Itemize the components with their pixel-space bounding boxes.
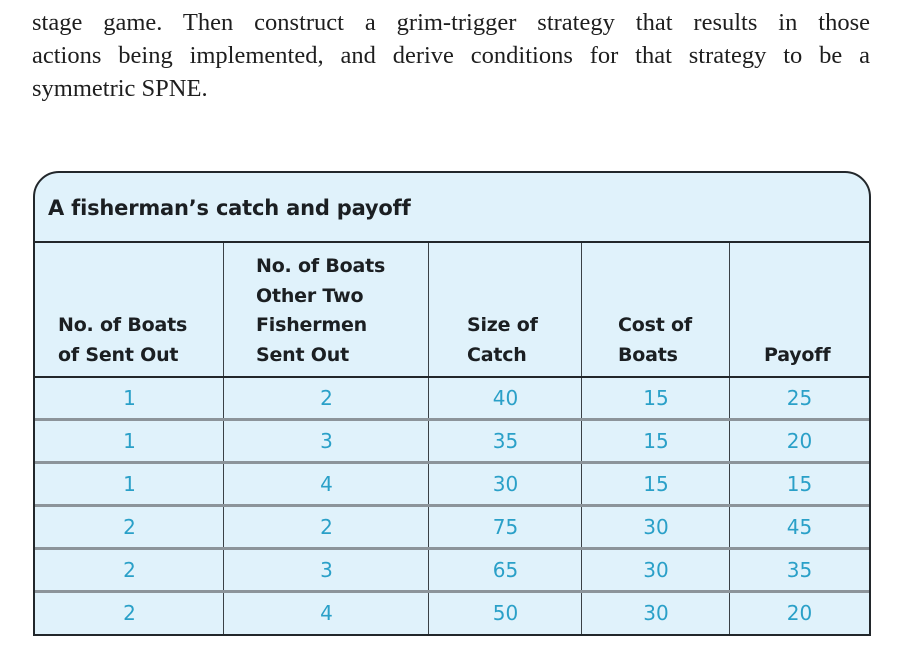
table-row: 2 3 65 30 35: [35, 547, 869, 590]
header-payoff: Payoff: [764, 343, 831, 366]
table-title: A fisherman’s catch and payoff: [35, 173, 869, 243]
cell-catch: 65: [492, 558, 519, 582]
cell-payoff: 25: [786, 386, 813, 410]
cell-cost: 30: [643, 558, 669, 582]
cell-boats-sent: 2: [123, 515, 136, 539]
cell-cost: 30: [643, 515, 669, 539]
cell-payoff: 15: [786, 472, 813, 496]
table-header-row: No. of Boats of Sent Out No. of Boats Ot…: [35, 243, 869, 378]
cell-cost: 15: [643, 386, 669, 410]
column-divider: [223, 243, 224, 634]
paragraph-line: actions being implemented, and derive co…: [32, 42, 870, 69]
table-row: 1 3 35 15 20: [35, 418, 869, 461]
paragraph-line: symmetric SPNE.: [32, 75, 208, 102]
cell-payoff: 45: [786, 515, 813, 539]
table-row: 2 4 50 30 20: [35, 590, 869, 633]
cell-cost: 15: [643, 429, 669, 453]
paragraph-line: stage game. Then construct a grim-trigge…: [32, 9, 870, 36]
body-paragraph: stage game. Then construct a grim-trigge…: [32, 6, 870, 105]
cell-payoff: 35: [786, 558, 813, 582]
cell-boats-sent: 2: [123, 558, 136, 582]
cell-catch: 50: [492, 601, 519, 625]
cell-boats-sent: 1: [123, 472, 136, 496]
column-divider: [428, 243, 429, 634]
cell-cost: 15: [643, 472, 669, 496]
table-row: 2 2 75 30 45: [35, 504, 869, 547]
table-row: 1 4 30 15 15: [35, 461, 869, 504]
column-divider: [581, 243, 582, 634]
column-divider: [729, 243, 730, 634]
cell-catch: 40: [492, 386, 519, 410]
cell-catch: 75: [492, 515, 519, 539]
cell-others-sent: 3: [320, 429, 333, 453]
cell-payoff: 20: [786, 601, 813, 625]
cell-boats-sent: 1: [123, 386, 136, 410]
header-size-of-catch: Size of Catch: [467, 314, 538, 366]
cell-cost: 30: [643, 601, 669, 625]
cell-payoff: 20: [786, 429, 813, 453]
header-boats-sent-out: No. of Boats of Sent Out: [58, 314, 188, 366]
cell-others-sent: 4: [320, 472, 333, 496]
fisherman-payoff-table: A fisherman’s catch and payoff No. of Bo…: [33, 171, 871, 636]
header-cost-of-boats: Cost of Boats: [618, 314, 692, 366]
table-body: 1 2 40 15 25 1 3 35 15 20 1 4 30 15 15 2…: [35, 378, 869, 634]
cell-catch: 30: [492, 472, 519, 496]
cell-boats-sent: 1: [123, 429, 136, 453]
cell-others-sent: 3: [320, 558, 333, 582]
cell-others-sent: 2: [320, 515, 333, 539]
cell-others-sent: 2: [320, 386, 333, 410]
cell-catch: 35: [492, 429, 519, 453]
cell-others-sent: 4: [320, 601, 333, 625]
header-boats-others-sent-out: No. of Boats Other Two Fishermen Sent Ou…: [256, 255, 386, 366]
cell-boats-sent: 2: [123, 601, 136, 625]
table-row: 1 2 40 15 25: [35, 378, 869, 421]
